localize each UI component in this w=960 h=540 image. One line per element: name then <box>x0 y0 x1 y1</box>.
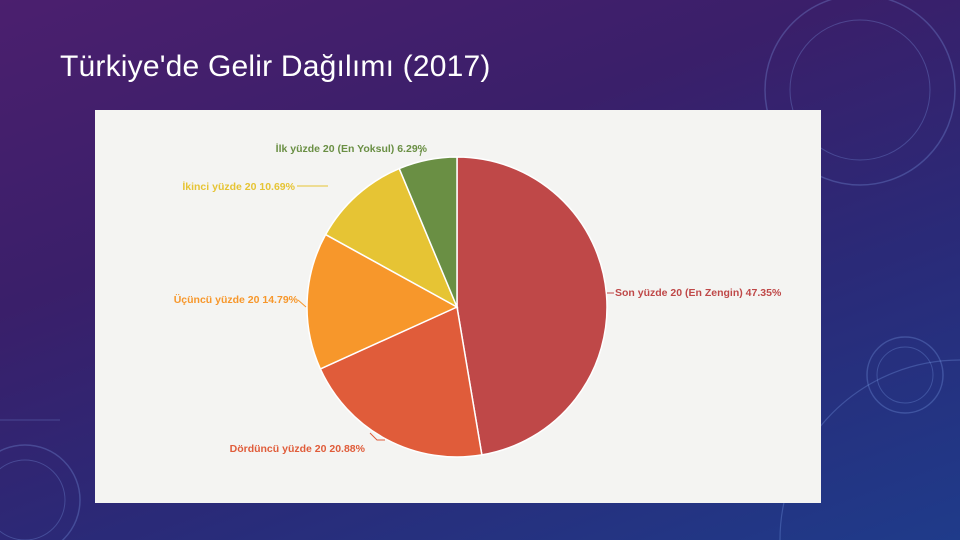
slice-label: Üçüncü yüzde 20 14.79% <box>174 293 299 306</box>
label-leader-line <box>297 299 307 308</box>
slice-label: İlk yüzde 20 (En Yoksul) 6.29% <box>276 142 428 155</box>
pie-chart: Son yüzde 20 (En Zengin) 47.35% Dördüncü … <box>174 142 782 458</box>
slice-label: Dördüncü yüzde 20 20.88% <box>230 443 366 455</box>
pie-slice[interactable] <box>324 167 459 309</box>
pie-slice[interactable] <box>319 305 483 458</box>
pie-slice[interactable] <box>456 156 608 456</box>
label-leader-line <box>369 432 385 441</box>
slide-title: Türkiye'de Gelir Dağılımı (2017) <box>60 50 491 83</box>
chart-panel: Son yüzde 20 (En Zengin) 47.35% Dördüncü … <box>95 110 821 503</box>
pie-slice[interactable] <box>398 156 458 308</box>
slice-label: Son yüzde 20 (En Zengin) 47.35% <box>615 287 782 299</box>
pie-slice[interactable] <box>306 233 459 370</box>
slice-label: İkinci yüzde 20 10.69% <box>182 180 295 193</box>
label-leader-line <box>419 148 423 157</box>
